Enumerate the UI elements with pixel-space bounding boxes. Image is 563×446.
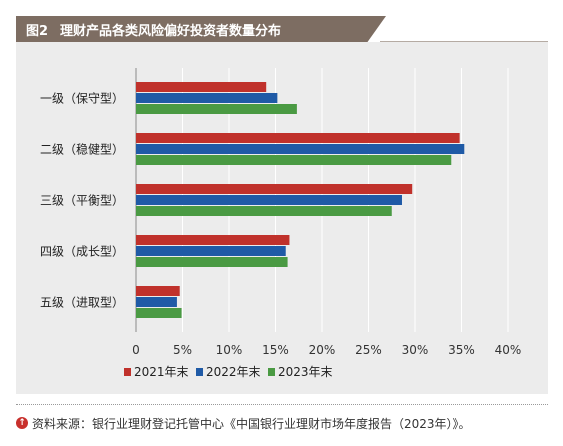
bar-2021年末 — [136, 133, 460, 143]
x-tick-label: 40% — [495, 343, 522, 357]
category-label: 一级（保守型） — [40, 92, 124, 106]
bar-2023年末 — [136, 104, 297, 114]
footer-divider — [16, 404, 548, 405]
legend-label: 2023年末 — [278, 365, 333, 379]
x-tick-label: 35% — [448, 343, 475, 357]
x-tick-label: 25% — [355, 343, 382, 357]
x-tick-label: 15% — [262, 343, 289, 357]
bar-2021年末 — [136, 235, 290, 245]
x-tick-label: 0 — [132, 343, 140, 357]
legend-swatch — [124, 368, 131, 376]
source-note: ↑ 资料来源：银行业理财登记托管中心《中国银行业理财市场年度报告（2023年）》… — [16, 412, 548, 434]
bar-2021年末 — [136, 184, 413, 194]
category-label: 五级（进取型） — [40, 296, 124, 310]
arrow-up-circle-icon: ↑ — [16, 417, 28, 429]
bar-chart: 0 5% 10% 15% 20% 25% 30% 35% 40% 一级（保守型） 二级（稳健型） 三级… — [40, 68, 522, 379]
bar-2022年末 — [136, 297, 177, 307]
bar-2023年末 — [136, 206, 392, 216]
category-label: 四级（成长型） — [40, 245, 124, 259]
bar-2022年末 — [136, 246, 286, 256]
figure-title: 理财产品各类风险偏好投资者数量分布 — [60, 23, 282, 39]
figure-title-bar: 图2 理财产品各类风险偏好投资者数量分布 — [16, 16, 386, 42]
bar-2022年末 — [136, 93, 278, 103]
figure-number: 图2 — [26, 23, 49, 39]
bar-2023年末 — [136, 257, 288, 267]
x-tick-label: 10% — [216, 343, 243, 357]
title-rule — [380, 41, 548, 42]
bar-2023年末 — [136, 155, 452, 165]
bar-2023年末 — [136, 308, 182, 318]
bar-2021年末 — [136, 82, 267, 92]
chart-panel: 0 5% 10% 15% 20% 25% 30% 35% 40% 一级（保守型） 二级（稳健型） 三级… — [16, 42, 548, 394]
legend-swatch — [196, 368, 203, 376]
legend-swatch — [268, 368, 275, 376]
source-text: 资料来源：银行业理财登记托管中心《中国银行业理财市场年度报告（2023年）》。 — [32, 416, 471, 431]
x-tick-label: 5% — [173, 343, 192, 357]
x-tick-label: 20% — [309, 343, 336, 357]
bar-2022年末 — [136, 195, 402, 205]
x-tick-label: 30% — [402, 343, 429, 357]
legend-label: 2021年末 — [134, 365, 189, 379]
legend-label: 2022年末 — [206, 365, 261, 379]
bar-2021年末 — [136, 286, 180, 296]
bar-2022年末 — [136, 144, 465, 154]
category-label: 三级（平衡型） — [40, 194, 124, 208]
category-label: 二级（稳健型） — [40, 142, 124, 157]
